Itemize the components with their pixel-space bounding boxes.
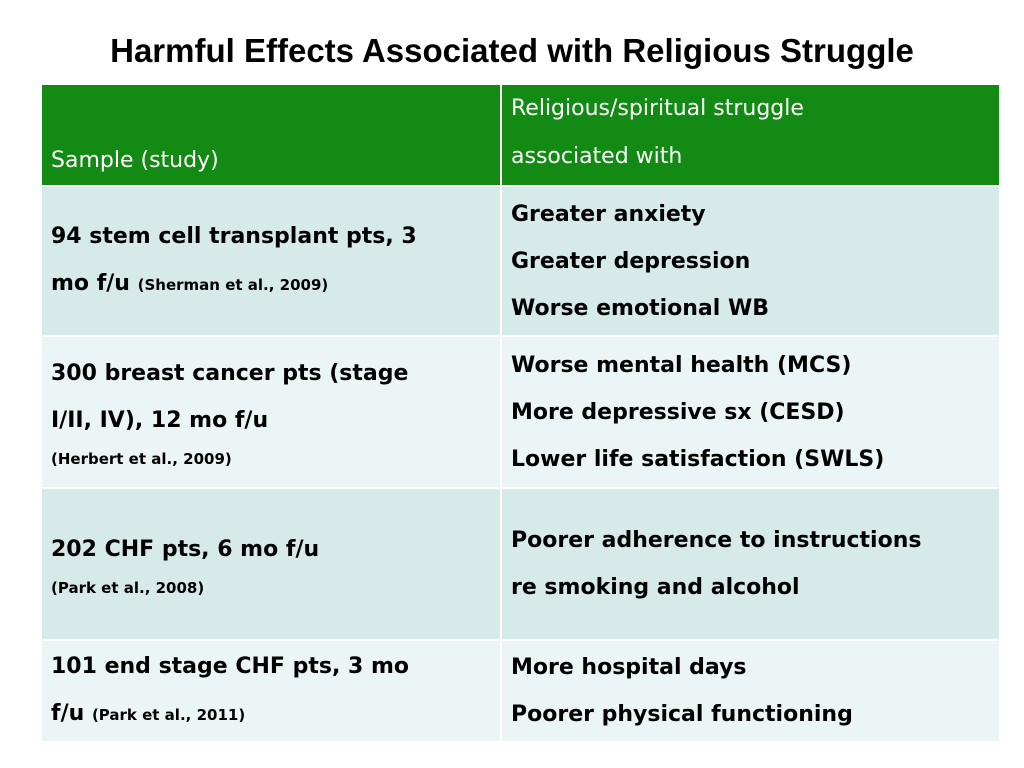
sample-cell: 94 stem cell transplant pts, 3 mo f/u (S… bbox=[42, 186, 501, 337]
effect-item: re smoking and alcohol bbox=[511, 575, 800, 600]
sample-cell: 202 CHF pts, 6 mo f/u (Park et al., 2008… bbox=[42, 488, 501, 641]
table-header-row: Sample (study) Religious/spiritual strug… bbox=[42, 85, 999, 187]
table-row: 300 breast cancer pts (stage I/II, IV), … bbox=[42, 336, 999, 489]
sample-text-line: 300 breast cancer pts (stage bbox=[51, 361, 409, 386]
header-struggle-line-1: Religious/spiritual struggle bbox=[511, 96, 804, 121]
effect-item: Worse mental health (MCS) bbox=[511, 352, 852, 378]
sample-text-line: mo f/u bbox=[51, 271, 130, 296]
effect-item: Worse emotional WB bbox=[511, 295, 769, 321]
sample-cell: 300 breast cancer pts (stage I/II, IV), … bbox=[42, 336, 501, 489]
study-citation: (Sherman et al., 2009) bbox=[137, 276, 329, 294]
header-struggle-line-2: associated with bbox=[511, 144, 683, 169]
effects-cell: Greater anxiety Greater depression Worse… bbox=[500, 186, 999, 337]
effect-item: Greater anxiety bbox=[511, 201, 706, 227]
effects-cell: Poorer adherence to instructions re smok… bbox=[500, 488, 999, 641]
study-citation: (Herbert et al., 2009) bbox=[51, 450, 232, 468]
sample-cell: 101 end stage CHF pts, 3 mo f/u (Park et… bbox=[42, 640, 501, 743]
table-row: 94 stem cell transplant pts, 3 mo f/u (S… bbox=[42, 186, 999, 337]
header-sample-study-label: Sample (study) bbox=[51, 148, 219, 173]
effect-item: More depressive sx (CESD) bbox=[511, 399, 845, 425]
sample-text-line: 101 end stage CHF pts, 3 mo bbox=[51, 654, 409, 679]
sample-text-line: f/u bbox=[51, 701, 85, 726]
effect-item: Poorer adherence to instructions bbox=[511, 528, 922, 553]
slide-title: Harmful Effects Associated with Religiou… bbox=[110, 32, 914, 69]
effects-cell: More hospital days Poorer physical funct… bbox=[500, 640, 999, 743]
header-sample-study: Sample (study) bbox=[42, 85, 501, 187]
sample-text-line: I/II, IV), 12 mo f/u bbox=[51, 408, 269, 433]
sample-text-line: 202 CHF pts, 6 mo f/u bbox=[51, 536, 320, 562]
study-citation: (Park et al., 2008) bbox=[51, 578, 205, 597]
effects-cell: Worse mental health (MCS) More depressiv… bbox=[500, 336, 999, 489]
table-row: 101 end stage CHF pts, 3 mo f/u (Park et… bbox=[42, 640, 999, 743]
effect-item: Poorer physical functioning bbox=[511, 702, 853, 727]
table-row: 202 CHF pts, 6 mo f/u (Park et al., 2008… bbox=[42, 488, 999, 641]
sample-text-line: 94 stem cell transplant pts, 3 bbox=[51, 224, 417, 249]
effect-item: More hospital days bbox=[511, 655, 747, 680]
effects-table: Sample (study) Religious/spiritual strug… bbox=[42, 85, 999, 743]
effect-item: Greater depression bbox=[511, 248, 751, 274]
study-citation: (Park et al., 2011) bbox=[91, 706, 246, 724]
effect-item: Lower life satisfaction (SWLS) bbox=[511, 446, 885, 472]
header-struggle-associated: Religious/spiritual struggle associated … bbox=[500, 85, 999, 187]
